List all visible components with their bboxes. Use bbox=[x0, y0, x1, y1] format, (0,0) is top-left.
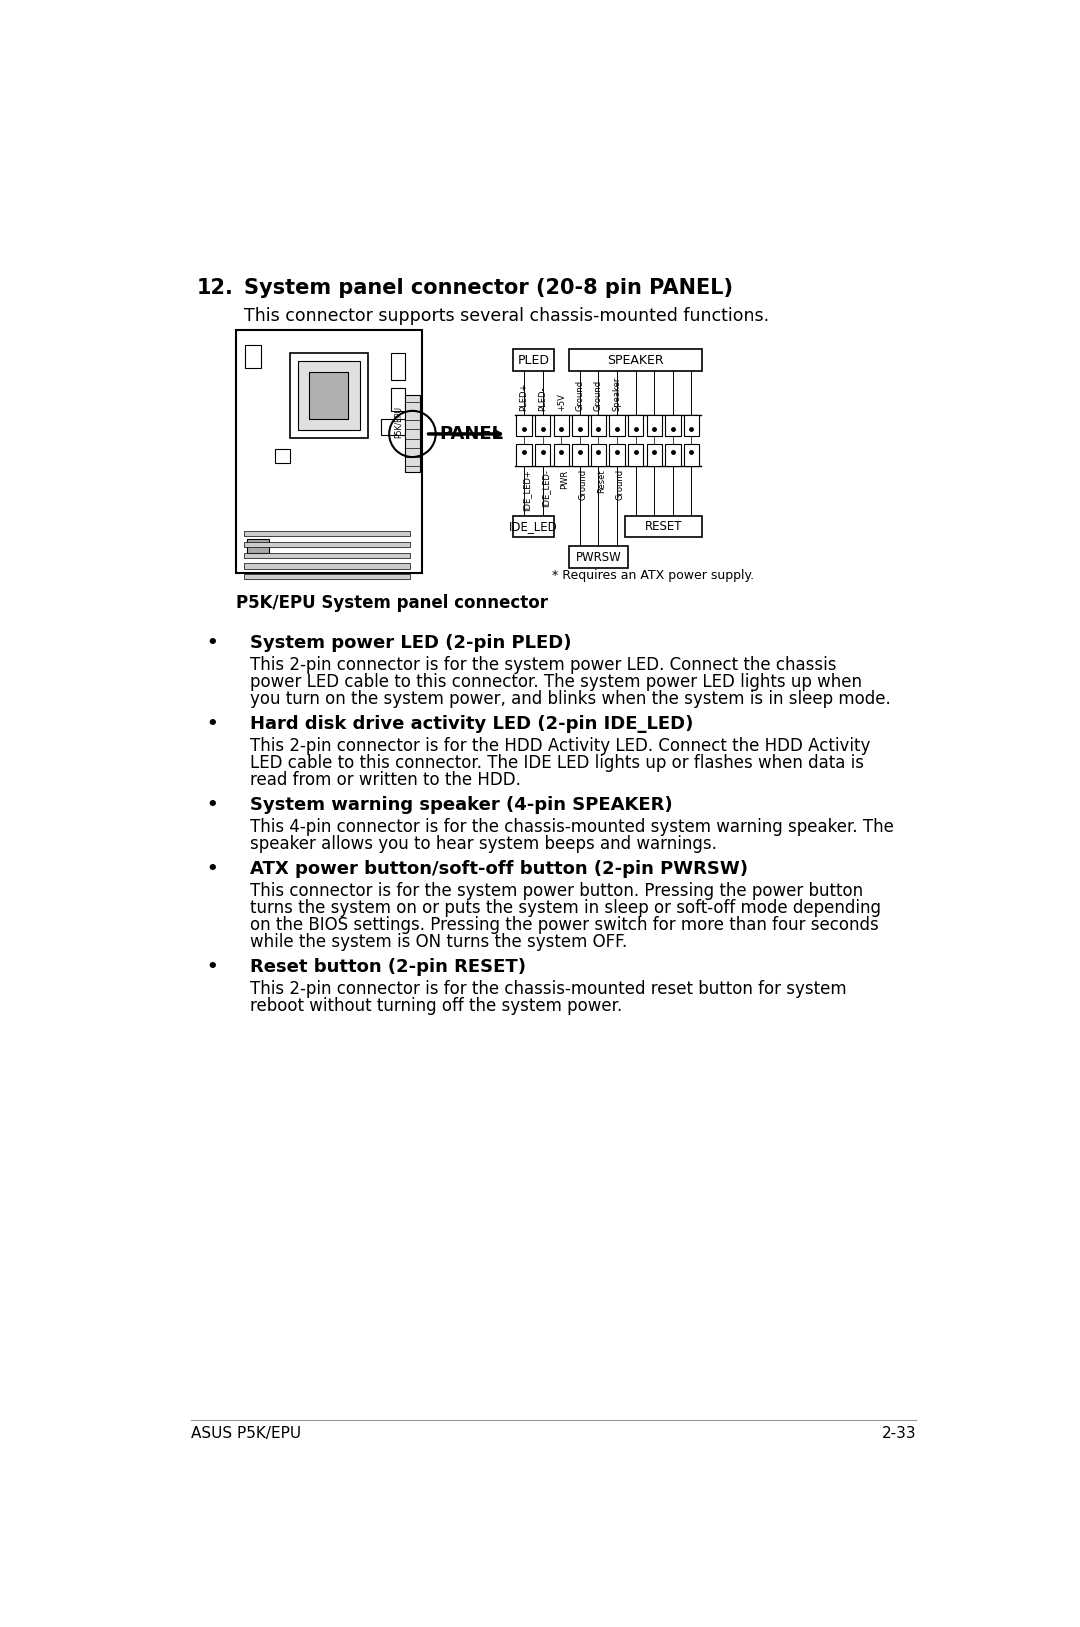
Bar bbox=[591, 444, 606, 465]
Text: IDE_LED-: IDE_LED- bbox=[541, 469, 550, 508]
Text: Reset button (2-pin RESET): Reset button (2-pin RESET) bbox=[249, 958, 526, 976]
Bar bbox=[554, 444, 569, 465]
Text: •: • bbox=[206, 714, 218, 734]
Text: PWR: PWR bbox=[559, 469, 569, 488]
Bar bbox=[381, 418, 405, 436]
Text: ASUS P5K/EPU: ASUS P5K/EPU bbox=[191, 1425, 301, 1440]
Text: •: • bbox=[206, 859, 218, 877]
Text: RESET: RESET bbox=[645, 521, 683, 532]
Text: This 2-pin connector is for the system power LED. Connect the chassis: This 2-pin connector is for the system p… bbox=[249, 656, 836, 675]
Text: P5K/EPU: P5K/EPU bbox=[394, 405, 403, 438]
Bar bbox=[245, 345, 260, 368]
Text: This connector supports several chassis-mounted functions.: This connector supports several chassis-… bbox=[243, 308, 769, 325]
Bar bbox=[609, 444, 625, 465]
Text: IDE_LED+: IDE_LED+ bbox=[523, 469, 531, 511]
Text: This connector is for the system power button. Pressing the power button: This connector is for the system power b… bbox=[249, 882, 863, 900]
Bar bbox=[235, 330, 422, 573]
Bar bbox=[405, 395, 420, 472]
Text: Ground: Ground bbox=[576, 379, 584, 412]
Bar bbox=[243, 563, 410, 569]
Text: P5K/EPU System panel connector: P5K/EPU System panel connector bbox=[235, 594, 548, 612]
Text: ATX power button/soft-off button (2-pin PWRSW): ATX power button/soft-off button (2-pin … bbox=[249, 859, 747, 877]
Bar bbox=[572, 444, 588, 465]
Text: •: • bbox=[206, 796, 218, 814]
Text: you turn on the system power, and blinks when the system is in sleep mode.: you turn on the system power, and blinks… bbox=[249, 690, 890, 708]
Text: * Requires an ATX power supply.: * Requires an ATX power supply. bbox=[552, 569, 754, 582]
Text: Ground: Ground bbox=[616, 469, 624, 501]
Text: PLED: PLED bbox=[517, 353, 550, 366]
Bar bbox=[684, 444, 699, 465]
Text: Hard disk drive activity LED (2-pin IDE_LED): Hard disk drive activity LED (2-pin IDE_… bbox=[249, 714, 693, 734]
Bar bbox=[591, 415, 606, 436]
Bar bbox=[665, 415, 680, 436]
Bar bbox=[243, 542, 410, 547]
Text: PLED+: PLED+ bbox=[519, 382, 528, 412]
Bar bbox=[291, 353, 367, 438]
Bar bbox=[684, 415, 699, 436]
Bar bbox=[572, 415, 588, 436]
Bar bbox=[516, 415, 531, 436]
Bar bbox=[391, 353, 405, 381]
Bar bbox=[665, 444, 680, 465]
Text: PANEL: PANEL bbox=[440, 425, 503, 443]
Text: IDE_LED: IDE_LED bbox=[509, 521, 557, 532]
Bar bbox=[243, 553, 410, 558]
Bar bbox=[274, 449, 291, 464]
Text: power LED cable to this connector. The system power LED lights up when: power LED cable to this connector. The s… bbox=[249, 674, 862, 691]
Text: read from or written to the HDD.: read from or written to the HDD. bbox=[249, 771, 521, 789]
Bar bbox=[609, 415, 625, 436]
Text: Ground: Ground bbox=[594, 379, 603, 412]
Text: •: • bbox=[206, 958, 218, 976]
Bar bbox=[569, 547, 627, 568]
Text: 12.: 12. bbox=[197, 278, 234, 298]
Bar bbox=[513, 516, 554, 537]
Bar bbox=[247, 540, 269, 553]
Text: PWRSW: PWRSW bbox=[576, 550, 621, 563]
Text: System warning speaker (4-pin SPEAKER): System warning speaker (4-pin SPEAKER) bbox=[249, 796, 673, 814]
Bar bbox=[647, 415, 662, 436]
Bar bbox=[243, 574, 410, 579]
Bar bbox=[391, 387, 405, 412]
Bar bbox=[569, 350, 702, 371]
Text: LED cable to this connector. The IDE LED lights up or flashes when data is: LED cable to this connector. The IDE LED… bbox=[249, 755, 864, 773]
Bar bbox=[535, 415, 551, 436]
Bar bbox=[309, 373, 348, 418]
Bar bbox=[516, 444, 531, 465]
Text: •: • bbox=[206, 635, 218, 652]
Bar bbox=[298, 361, 360, 430]
Text: speaker allows you to hear system beeps and warnings.: speaker allows you to hear system beeps … bbox=[249, 835, 716, 853]
Text: while the system is ON turns the system OFF.: while the system is ON turns the system … bbox=[249, 932, 627, 950]
Bar bbox=[647, 444, 662, 465]
Text: 2-33: 2-33 bbox=[881, 1425, 916, 1440]
Bar bbox=[513, 350, 554, 371]
Text: Speaker: Speaker bbox=[612, 376, 622, 412]
Bar bbox=[535, 444, 551, 465]
Text: on the BIOS settings. Pressing the power switch for more than four seconds: on the BIOS settings. Pressing the power… bbox=[249, 916, 878, 934]
Bar bbox=[625, 516, 702, 537]
Text: Reset: Reset bbox=[597, 469, 606, 493]
Bar bbox=[627, 444, 644, 465]
Bar bbox=[554, 415, 569, 436]
Text: This 4-pin connector is for the chassis-mounted system warning speaker. The: This 4-pin connector is for the chassis-… bbox=[249, 818, 893, 836]
Text: This 2-pin connector is for the HDD Activity LED. Connect the HDD Activity: This 2-pin connector is for the HDD Acti… bbox=[249, 737, 870, 755]
Text: reboot without turning off the system power.: reboot without turning off the system po… bbox=[249, 997, 622, 1015]
Bar bbox=[243, 530, 410, 537]
Text: System panel connector (20-8 pin PANEL): System panel connector (20-8 pin PANEL) bbox=[243, 278, 732, 298]
Text: This 2-pin connector is for the chassis-mounted reset button for system: This 2-pin connector is for the chassis-… bbox=[249, 979, 847, 997]
Text: System power LED (2-pin PLED): System power LED (2-pin PLED) bbox=[249, 635, 571, 652]
Text: PLED-: PLED- bbox=[538, 386, 548, 412]
Text: SPEAKER: SPEAKER bbox=[607, 353, 664, 366]
Bar bbox=[627, 415, 644, 436]
Text: +5V: +5V bbox=[557, 394, 566, 412]
Text: turns the system on or puts the system in sleep or soft-off mode depending: turns the system on or puts the system i… bbox=[249, 900, 880, 918]
Text: Ground: Ground bbox=[579, 469, 588, 501]
